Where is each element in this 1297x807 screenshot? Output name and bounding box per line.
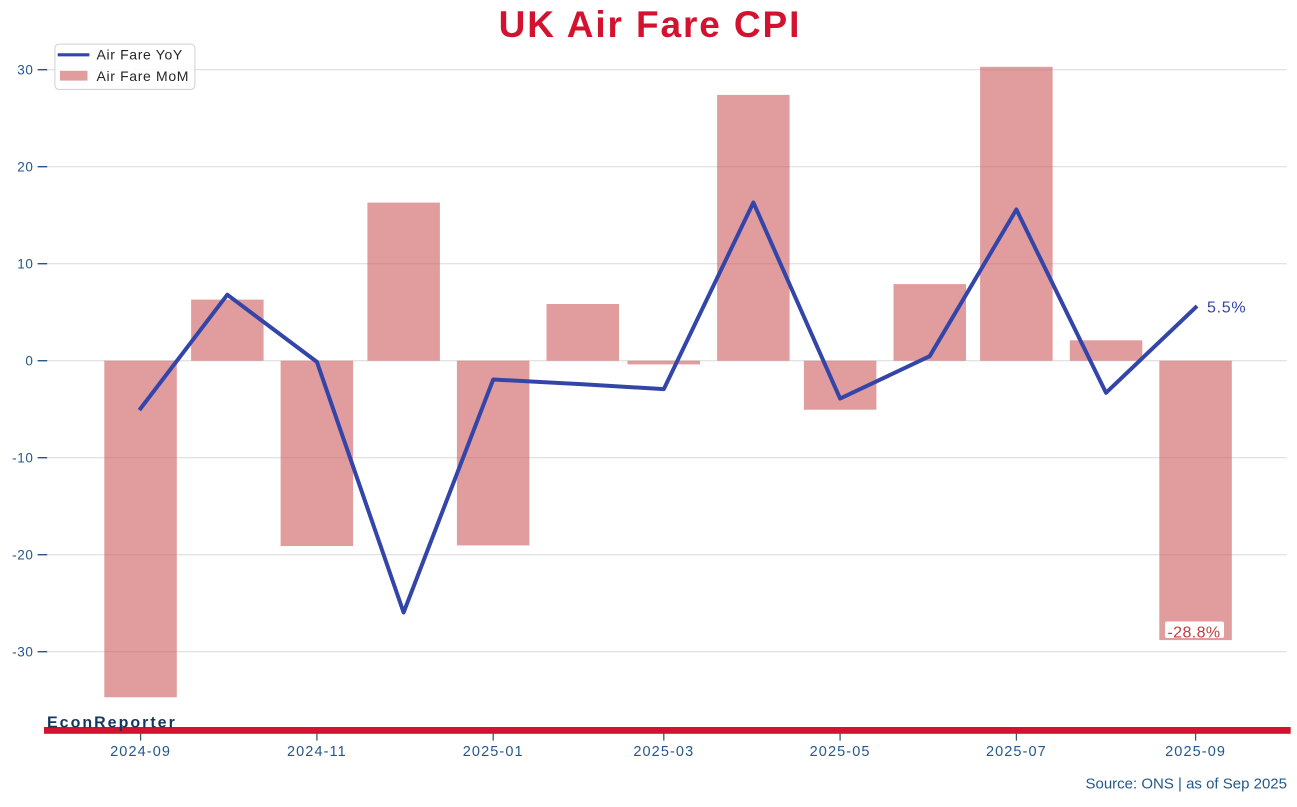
svg-text:-30: -30 [12, 644, 33, 659]
svg-text:2025-01: 2025-01 [463, 744, 524, 760]
svg-text:-28.8%: -28.8% [1167, 624, 1220, 641]
svg-text:EconReporter: EconReporter [47, 715, 177, 732]
svg-text:5.5%: 5.5% [1207, 299, 1246, 316]
svg-text:2024-09: 2024-09 [110, 744, 171, 760]
svg-text:2025-09: 2025-09 [1165, 744, 1226, 760]
svg-text:30: 30 [17, 62, 33, 77]
svg-text:2024-11: 2024-11 [287, 744, 347, 760]
svg-text:Air Fare YoY: Air Fare YoY [97, 46, 183, 62]
svg-text:Source: ONS | as of Sep 2025: Source: ONS | as of Sep 2025 [1085, 775, 1287, 792]
svg-text:-10: -10 [12, 450, 33, 465]
svg-text:Air Fare MoM: Air Fare MoM [97, 68, 190, 84]
svg-text:2025-03: 2025-03 [633, 744, 694, 760]
svg-text:-20: -20 [12, 547, 33, 562]
svg-text:2025-07: 2025-07 [986, 744, 1047, 760]
svg-text:0: 0 [25, 353, 33, 368]
svg-text:UK Air Fare CPI: UK Air Fare CPI [499, 4, 802, 45]
svg-text:10: 10 [17, 256, 33, 271]
svg-text:2025-05: 2025-05 [810, 744, 871, 760]
svg-text:20: 20 [17, 159, 33, 174]
